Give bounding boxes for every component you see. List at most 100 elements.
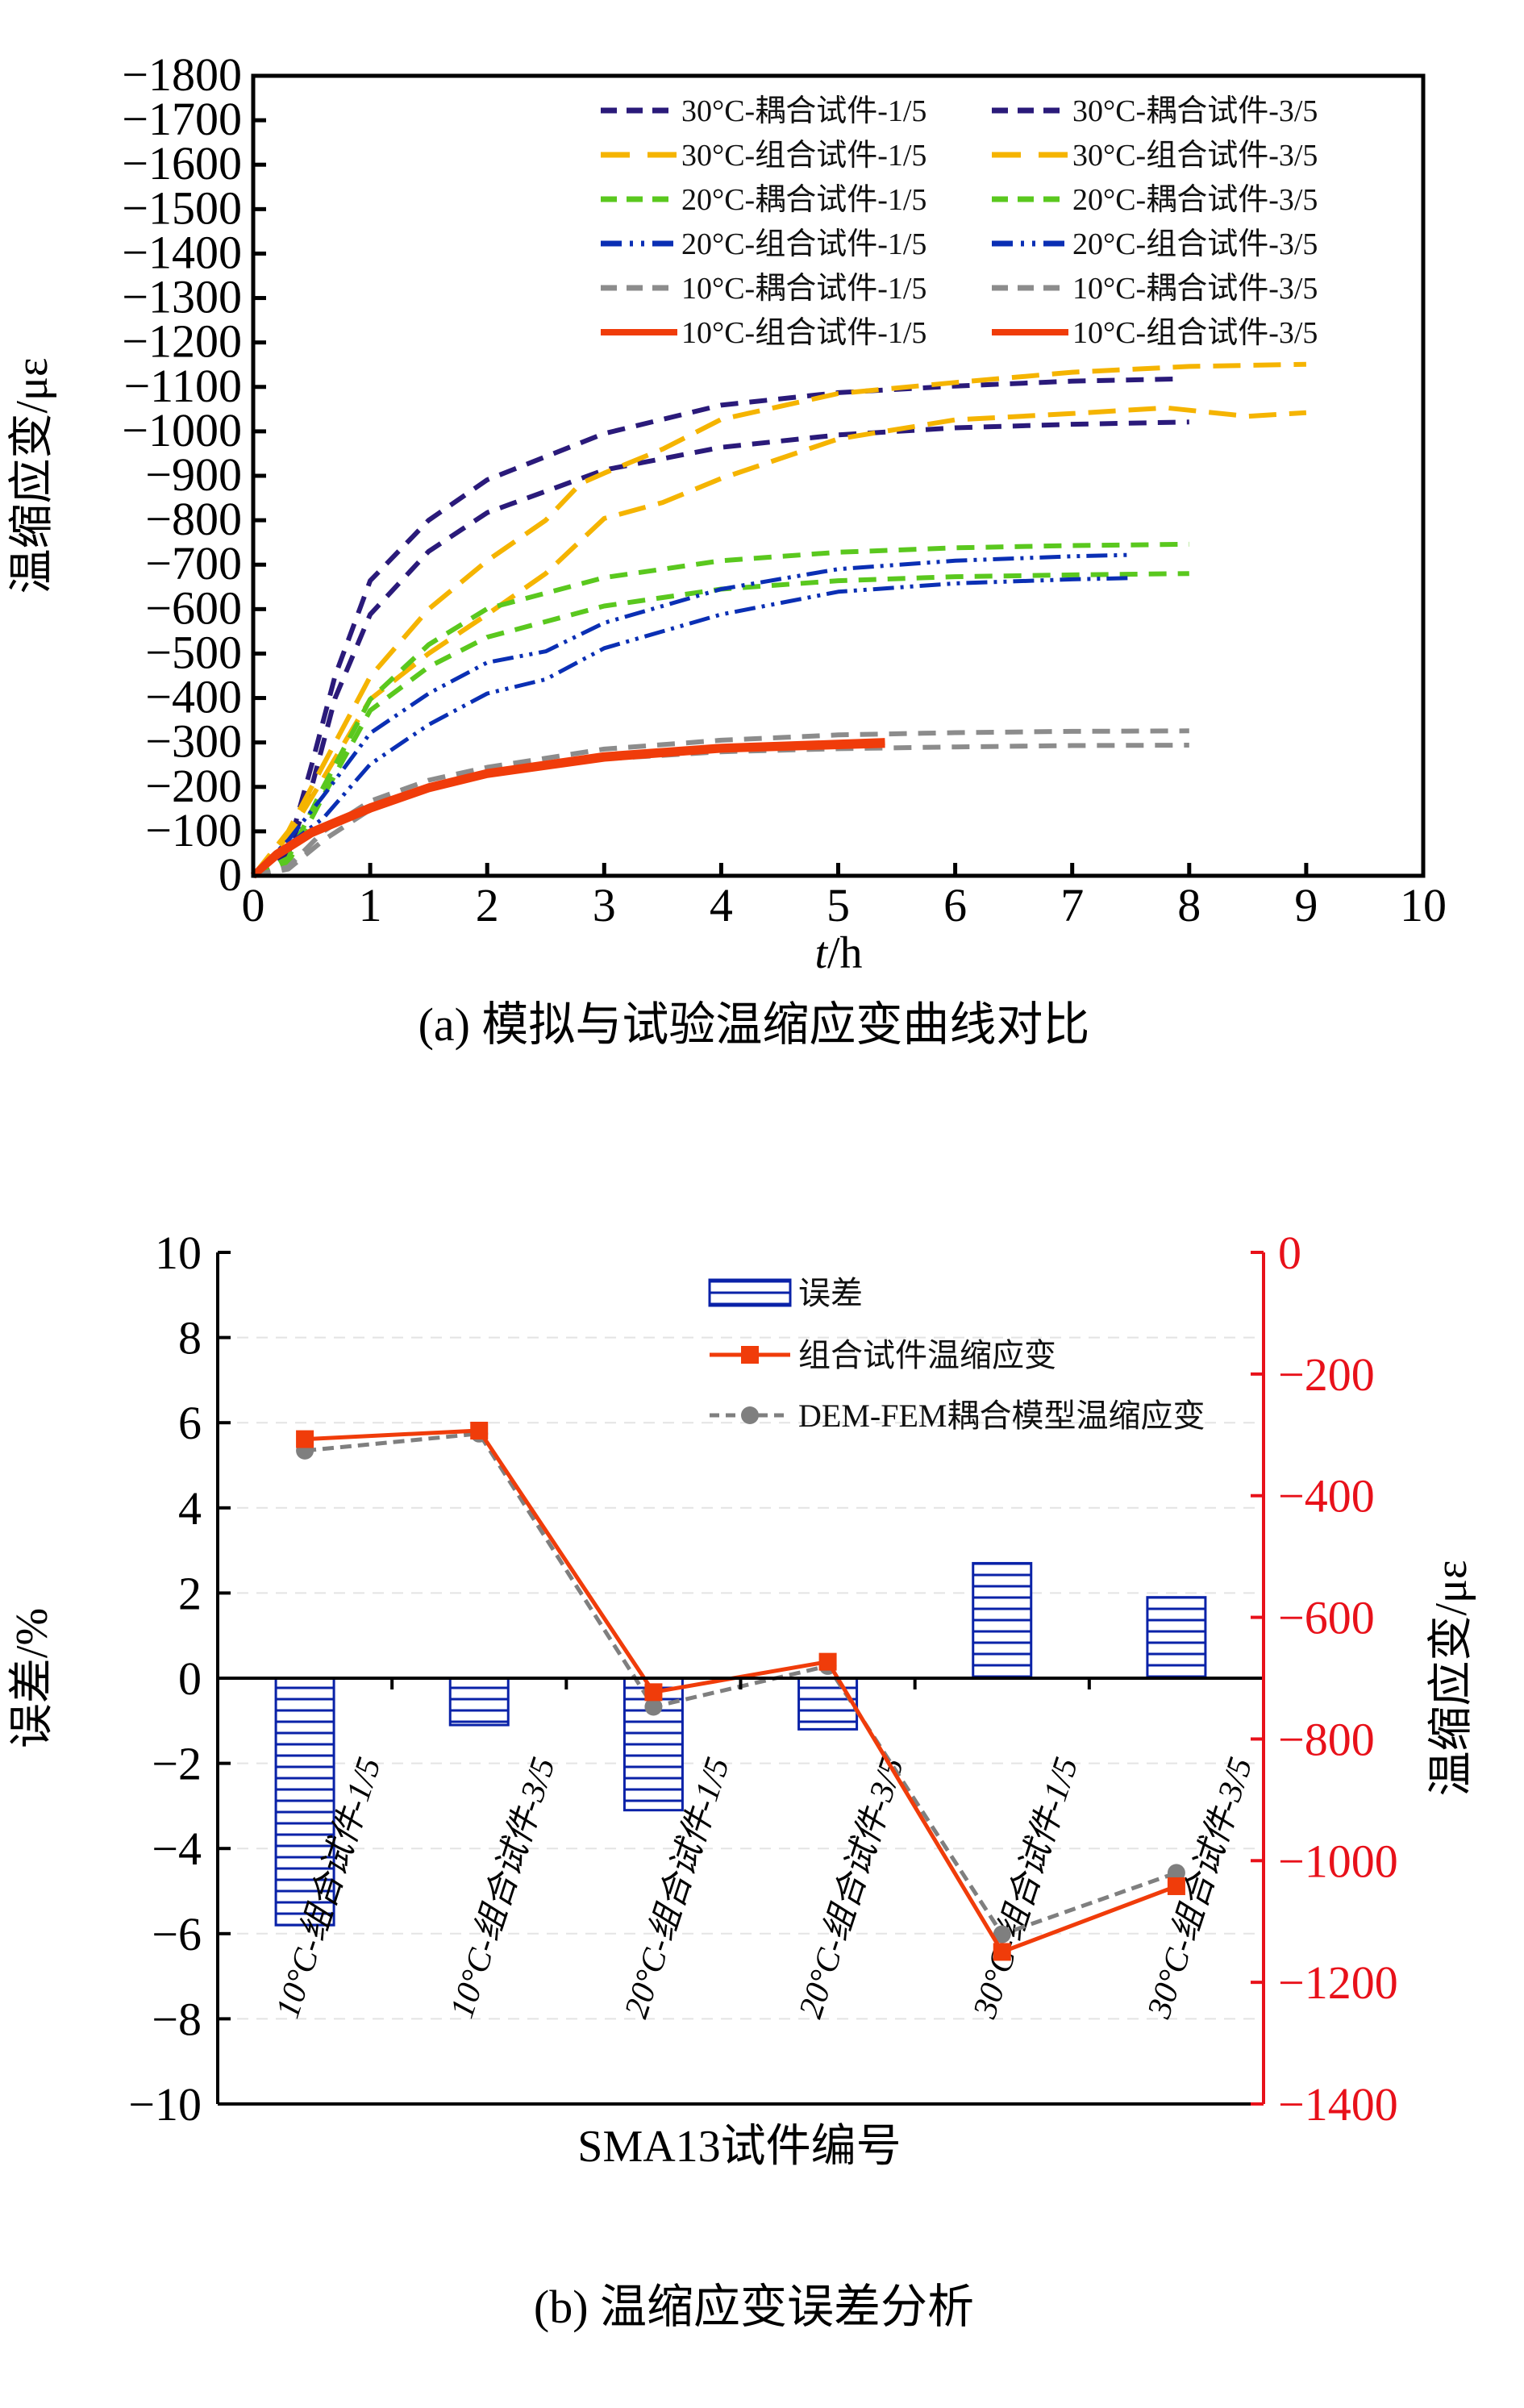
y-tick-label: −100 — [145, 804, 242, 856]
chart-b-x-axis-title: SMA13试件编号 — [577, 2122, 901, 2172]
series-line-6 — [252, 571, 1189, 878]
right-y-tick-label: −400 — [1278, 1470, 1375, 1523]
composite-strain-marker — [296, 1430, 314, 1448]
y-tick-label: −800 — [145, 493, 242, 545]
chart-b-line-series — [296, 1422, 1185, 1961]
series-line-5 — [252, 541, 1189, 878]
category-label: 10°C-组合试件-3/5 — [443, 1753, 563, 2023]
y-tick-label: −1100 — [123, 360, 242, 412]
dem-fem-strain-marker — [1167, 1864, 1185, 1882]
legend-swatch-marker — [741, 1346, 759, 1364]
x-tick-label: 1 — [359, 879, 382, 931]
legend-label: 10°C-组合试件-3/5 — [1072, 316, 1318, 350]
composite-strain-marker — [1167, 1877, 1185, 1895]
x-tick-label: 5 — [827, 879, 850, 931]
category-label: 30°C-组合试件-1/5 — [966, 1753, 1085, 2023]
chart-b-left-y-ticks: 10 8 6 4 2 0 −2 −4 −6 −8 −10 — [128, 1227, 231, 2131]
composite-strain-marker — [818, 1652, 837, 1671]
x-tick-label: 9 — [1294, 879, 1318, 931]
right-y-tick-label: −600 — [1278, 1592, 1375, 1644]
error-bar — [448, 1677, 510, 1727]
y-tick-label: −900 — [145, 448, 242, 501]
y-tick-label: −1500 — [122, 181, 242, 234]
left-y-tick-label: −6 — [152, 1908, 202, 1960]
series-line-10 — [252, 743, 1189, 878]
dem-fem-strain-marker — [644, 1698, 663, 1716]
series-line-2 — [252, 419, 1189, 878]
x-tick-label: 8 — [1177, 879, 1201, 931]
y-tick-label: −1400 — [122, 226, 242, 278]
chart-a-y-ticks: 0−100−200−300−400−500−600−700−800−900−10… — [122, 48, 266, 901]
right-y-tick-label: −800 — [1278, 1713, 1375, 1765]
left-y-tick-label: 0 — [178, 1652, 202, 1705]
series-line-3 — [251, 361, 1306, 877]
chart-b-right-y-ticks: 0 −200 −400 −600 −800 −1000 −1200 −1400 — [1251, 1227, 1398, 2131]
right-y-tick-label: −1400 — [1278, 2078, 1398, 2131]
error-bar — [972, 1561, 1033, 1680]
legend-swatch-marker — [741, 1406, 759, 1424]
chart-b-category-labels: 10°C-组合试件-1/5 10°C-组合试件-3/5 20°C-组合试件-1/5 2… — [269, 1753, 1260, 2023]
error-bar — [797, 1677, 859, 1731]
left-y-tick-label: −2 — [152, 1738, 202, 1790]
legend-label: 10°C-耦合试件-3/5 — [1072, 272, 1318, 306]
dem-fem-strain-marker — [993, 1925, 1011, 1943]
legend-label: 10°C-组合试件-1/5 — [681, 316, 926, 350]
composite-strain-marker — [993, 1943, 1011, 1961]
chart-b-right-y-axis-title: 温缩应变/με — [1426, 1560, 1476, 1796]
chart-b: 10°C-组合试件-1/5 10°C-组合试件-3/5 20°C-组合试件-1/5 2… — [7, 1227, 1476, 2333]
y-tick-label: −1200 — [122, 315, 242, 368]
y-tick-label: −500 — [145, 626, 242, 678]
composite-strain-marker — [470, 1422, 489, 1440]
legend-label: 20°C-组合试件-1/5 — [681, 227, 926, 261]
x-tick-label: 7 — [1060, 879, 1084, 931]
legend-label: 组合试件温缩应变 — [798, 1337, 1056, 1373]
x-tick-label: 0 — [242, 879, 265, 931]
right-y-tick-label: −200 — [1278, 1348, 1375, 1401]
left-y-tick-label: 2 — [178, 1567, 202, 1619]
chart-a-x-axis-title: t/h — [814, 928, 862, 978]
y-tick-label: −1300 — [122, 271, 242, 323]
chart-a-x-ticks: 0 1 2 3 4 5 6 7 8 9 10 — [242, 863, 1447, 931]
chart-a-x-axis-var: t — [814, 928, 828, 978]
legend-swatch-bar — [708, 1278, 792, 1307]
series-line-12 — [251, 740, 885, 879]
left-y-tick-label: −10 — [128, 2078, 202, 2131]
series-line-4 — [251, 405, 1307, 877]
left-y-tick-label: −8 — [152, 1993, 202, 2045]
right-y-tick-label: 0 — [1278, 1227, 1301, 1279]
y-tick-label: −600 — [145, 581, 242, 634]
category-label: 20°C-组合试件-3/5 — [792, 1753, 911, 2023]
legend-label: 误差 — [798, 1275, 863, 1311]
series-line-8 — [252, 576, 1131, 877]
legend-label: 20°C-组合试件-3/5 — [1072, 227, 1318, 261]
error-bar — [1146, 1596, 1207, 1680]
legend-label: DEM-FEM耦合模型温缩应变 — [798, 1398, 1205, 1434]
y-tick-label: −700 — [145, 537, 242, 590]
chart-a-caption: (a) 模拟与试验温缩应变曲线对比 — [418, 998, 1090, 1051]
y-tick-label: 0 — [219, 848, 242, 901]
left-y-tick-label: 6 — [178, 1397, 202, 1449]
x-tick-label: 4 — [710, 879, 733, 931]
legend-label: 10°C-耦合试件-1/5 — [681, 272, 926, 306]
legend-label: 30°C-组合试件-3/5 — [1072, 139, 1318, 173]
chart-a-series-group — [250, 361, 1307, 879]
left-y-tick-label: 10 — [155, 1227, 202, 1279]
y-tick-label: −400 — [145, 671, 242, 723]
legend-label: 20°C-耦合试件-3/5 — [1072, 183, 1318, 217]
left-y-tick-label: 8 — [178, 1312, 202, 1364]
legend-label: 20°C-耦合试件-1/5 — [681, 183, 926, 217]
right-y-tick-label: −1000 — [1278, 1835, 1398, 1887]
right-y-tick-label: −1200 — [1278, 1956, 1398, 2009]
x-tick-label: 3 — [593, 879, 616, 931]
chart-a-y-axis-title: 温缩应变/με — [7, 357, 57, 594]
y-tick-label: −1800 — [122, 48, 242, 101]
x-tick-label: 6 — [943, 879, 967, 931]
left-y-tick-label: 4 — [178, 1482, 202, 1535]
category-label: 30°C-组合试件-3/5 — [1140, 1753, 1260, 2023]
chart-a: 0−100−200−300−400−500−600−700−800−900−10… — [7, 48, 1447, 1051]
legend-label: 30°C-组合试件-1/5 — [681, 139, 926, 173]
composite-strain-marker — [644, 1683, 663, 1702]
y-tick-label: −1000 — [122, 404, 242, 456]
